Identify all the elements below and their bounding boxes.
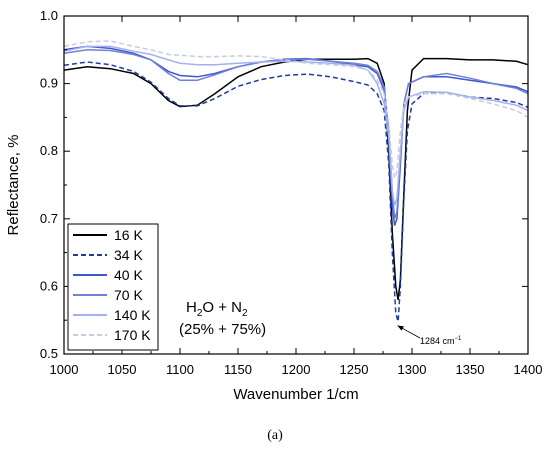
composition-annotation: H2O + N2 (25% + 75%) bbox=[179, 299, 266, 338]
composition-sub2: 2 bbox=[242, 308, 248, 319]
composition-sub1: 2 bbox=[197, 308, 203, 319]
peak-label-sup: −1 bbox=[455, 336, 463, 342]
series-line-34k bbox=[63, 61, 529, 322]
x-tick-label: 1400 bbox=[514, 362, 543, 377]
y-tick-label: 0.6 bbox=[40, 278, 58, 293]
y-tick-label: 0.9 bbox=[40, 76, 58, 91]
y-axis-label: Reflectance, % bbox=[5, 135, 22, 236]
x-tick-label: 1300 bbox=[398, 362, 427, 377]
x-tick-label: 1250 bbox=[340, 362, 369, 377]
legend: 16 K 34 K 40 K 70 K 140 K 170 K bbox=[67, 223, 159, 351]
series-line-70k bbox=[63, 49, 529, 220]
x-tick-label: 1350 bbox=[456, 362, 485, 377]
y-tick-label: 0.8 bbox=[40, 143, 58, 158]
series-layer bbox=[63, 40, 529, 322]
composition-line1: H2O + N2 bbox=[186, 299, 248, 319]
peak-arrow-head bbox=[397, 325, 404, 331]
series-line-140k bbox=[63, 45, 529, 206]
peak-annotation: 1284 cm−1 bbox=[397, 325, 462, 346]
legend-label: 34 K bbox=[114, 247, 143, 263]
legend-label: 16 K bbox=[114, 227, 143, 243]
peak-label: 1284 cm−1 bbox=[420, 336, 462, 346]
y-tick-label: 0.5 bbox=[40, 346, 58, 361]
legend-label: 40 K bbox=[114, 267, 143, 283]
composition-mid: O + N bbox=[202, 299, 242, 316]
series-line-16k bbox=[63, 57, 529, 301]
x-tick-label: 1200 bbox=[282, 362, 311, 377]
legend-label: 170 K bbox=[114, 327, 151, 343]
series-line-170k bbox=[63, 40, 529, 179]
x-axis-label: Wavenumber 1/cm bbox=[233, 386, 358, 403]
legend-label: 70 K bbox=[114, 287, 143, 303]
x-tick-label: 1050 bbox=[108, 362, 137, 377]
y-tick-label: 1.0 bbox=[40, 8, 58, 23]
legend-label: 140 K bbox=[114, 307, 151, 323]
y-tick-label: 0.7 bbox=[40, 211, 58, 226]
x-tick-label: 1150 bbox=[224, 362, 252, 377]
composition-line2: (25% + 75%) bbox=[179, 321, 266, 338]
legend-box bbox=[67, 223, 159, 351]
x-tick-label: 1000 bbox=[50, 362, 79, 377]
ticks-layer: 1000 1050 1100 1150 1200 1250 1300 1350 1400 0.5 0… bbox=[40, 8, 543, 377]
x-tick-label: 1100 bbox=[166, 362, 194, 377]
panel-label: (a) bbox=[267, 428, 283, 443]
composition-h: H bbox=[186, 299, 197, 316]
peak-label-text: 1284 cm bbox=[420, 336, 455, 346]
